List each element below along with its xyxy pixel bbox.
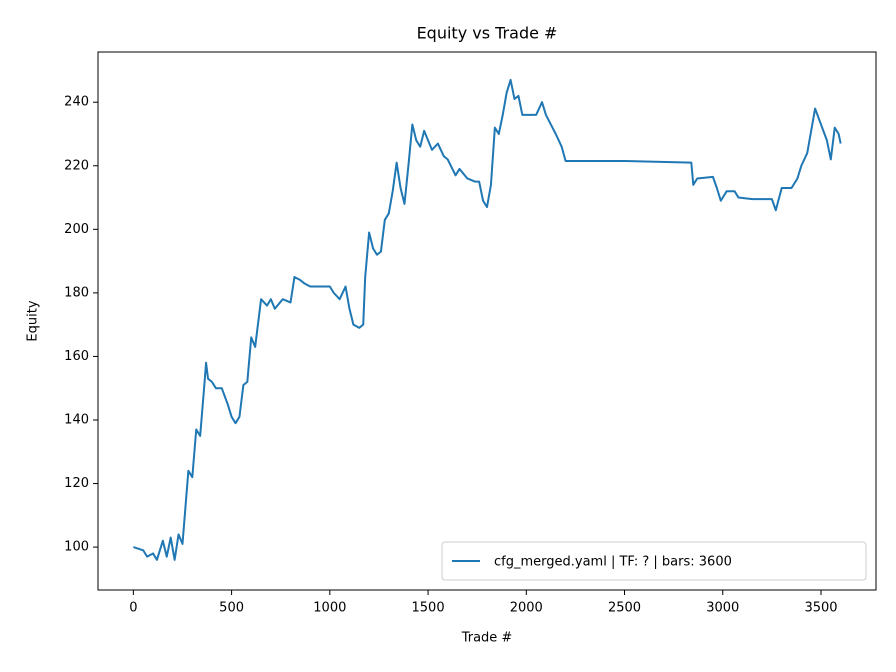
x-axis-label: Trade # bbox=[461, 631, 513, 646]
x-tick-label: 3500 bbox=[804, 601, 837, 616]
y-tick-label: 140 bbox=[64, 412, 89, 427]
series-line bbox=[133, 78, 842, 561]
y-tick-label: 120 bbox=[64, 476, 89, 491]
y-tick-label: 240 bbox=[64, 95, 89, 110]
legend-box bbox=[441, 541, 867, 581]
x-tick-label: 1500 bbox=[412, 601, 445, 616]
x-tick-label: 0 bbox=[129, 601, 137, 616]
x-tick-label: 500 bbox=[219, 601, 244, 616]
y-tick-label: 220 bbox=[64, 158, 89, 173]
y-tick-label: 200 bbox=[64, 222, 89, 237]
y-tick-label: 100 bbox=[64, 540, 89, 555]
legend-label: cfg_merged.yaml | TF: ? | bars: 3600 bbox=[494, 555, 732, 570]
y-tick-label: 160 bbox=[64, 349, 89, 364]
x-tick-label: 3000 bbox=[706, 601, 739, 616]
x-tick-label: 2500 bbox=[608, 601, 641, 616]
x-tick-label: 2000 bbox=[510, 601, 543, 616]
y-tick-label: 180 bbox=[64, 285, 89, 300]
plot-frame bbox=[97, 51, 877, 591]
chart-title: Equity vs Trade # bbox=[417, 24, 558, 43]
y-axis-label: Equity bbox=[26, 300, 41, 341]
x-tick-label: 1000 bbox=[313, 601, 346, 616]
